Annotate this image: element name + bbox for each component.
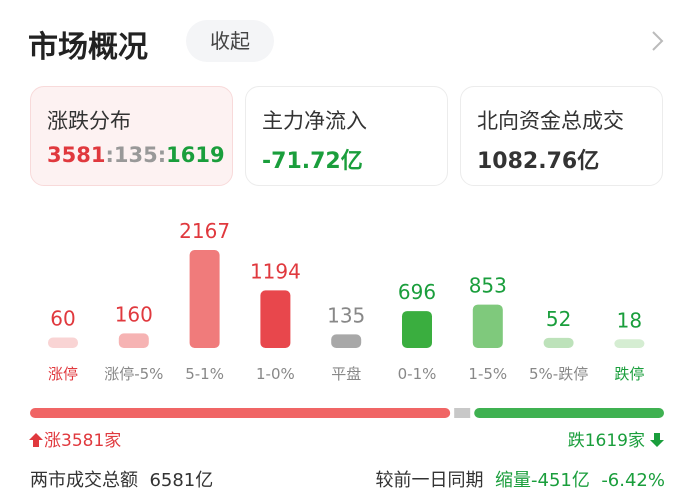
category-label: 涨停 bbox=[48, 365, 78, 383]
distribution-chart: 60 涨停 160 涨停-5% 2167 5-1% 1194 1-0% 135 平盘 696 0-1%… bbox=[30, 219, 664, 418]
change: 缩量-451亿 bbox=[495, 470, 590, 491]
bar-value: 696 bbox=[398, 280, 436, 304]
card-value: -71.72亿 bbox=[262, 149, 363, 174]
card[interactable]: 北向资金总成交 1082.76亿 bbox=[460, 86, 663, 186]
chevron[interactable] bbox=[650, 30, 666, 52]
sep: : bbox=[157, 143, 167, 167]
compare-label: 较前一日同期 bbox=[375, 470, 484, 491]
up-count: 3581 bbox=[47, 143, 106, 167]
total-row: 两市成交总额 6581亿 bbox=[30, 466, 213, 492]
bar bbox=[260, 290, 291, 348]
category-label: 1-5% bbox=[468, 365, 507, 383]
bar-value: 853 bbox=[469, 274, 507, 298]
category-label: 涨停-5% bbox=[104, 365, 163, 383]
bar bbox=[118, 333, 149, 348]
bar bbox=[472, 304, 503, 348]
bar bbox=[48, 337, 78, 348]
bar-value: 135 bbox=[327, 303, 365, 327]
ratio: 3581:135:1619 bbox=[47, 143, 225, 167]
bar-value: 2167 bbox=[179, 219, 230, 243]
bar bbox=[331, 334, 362, 348]
change-pct: -6.42% bbox=[601, 470, 665, 491]
up-bar bbox=[30, 408, 451, 418]
category-label: 0-1% bbox=[398, 365, 437, 383]
down-label: 跌1619家 bbox=[567, 431, 645, 451]
bar-value: 60 bbox=[50, 307, 75, 331]
sep: : bbox=[105, 143, 114, 167]
bar bbox=[402, 311, 432, 348]
up-summary: 涨3581家 bbox=[28, 426, 121, 451]
category-label: 5%-跌停 bbox=[529, 365, 588, 383]
down-arrow bbox=[650, 433, 664, 447]
collapse-button[interactable]: 收起 bbox=[186, 20, 274, 62]
card-value: 1082.76亿 bbox=[477, 149, 600, 174]
down-bar bbox=[474, 408, 664, 418]
category-label: 平盘 bbox=[331, 365, 361, 383]
flat-bar bbox=[454, 408, 471, 418]
bar-value: 18 bbox=[617, 308, 642, 332]
bar bbox=[189, 250, 220, 348]
flat-count: 135 bbox=[113, 143, 158, 167]
total-value: 6581亿 bbox=[149, 470, 214, 491]
title: 市场概况 bbox=[28, 30, 148, 65]
total-label: 两市成交总额 bbox=[30, 470, 138, 491]
compare-row: 较前一日同期 缩量-451亿 -6.42% bbox=[376, 466, 665, 492]
up-arrow bbox=[29, 433, 43, 447]
card[interactable]: 涨跌分布 3581:135:1619 bbox=[30, 86, 233, 186]
down-summary: 跌1619家 bbox=[568, 426, 665, 451]
card-label: 北向资金总成交 bbox=[477, 109, 624, 133]
bar bbox=[543, 337, 574, 348]
down-count: 1619 bbox=[166, 143, 225, 167]
category-label: 1-0% bbox=[256, 365, 295, 383]
up-label: 涨3581家 bbox=[44, 431, 122, 451]
category-label: 跌停 bbox=[614, 365, 644, 383]
category-label: 5-1% bbox=[185, 365, 224, 383]
bar-value: 52 bbox=[546, 307, 571, 331]
bar-value: 160 bbox=[115, 302, 153, 326]
card[interactable]: 主力净流入 -71.72亿 bbox=[245, 86, 448, 186]
card-label: 主力净流入 bbox=[262, 109, 367, 133]
bar bbox=[614, 339, 645, 348]
card-label: 涨跌分布 bbox=[47, 109, 131, 133]
bar-value: 1194 bbox=[250, 259, 301, 283]
